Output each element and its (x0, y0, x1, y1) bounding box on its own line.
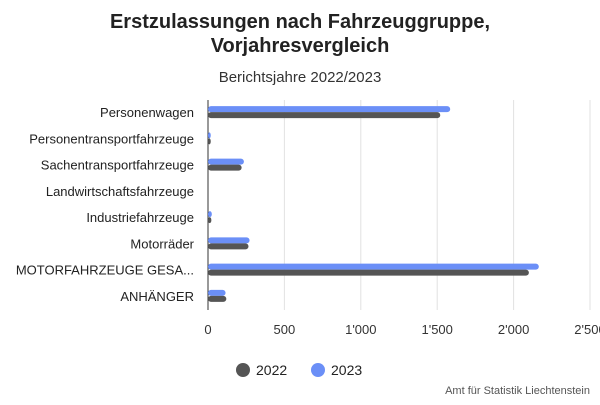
y-category-label: Landwirtschaftsfahrzeuge (46, 184, 194, 199)
legend: 2022 2023 (236, 362, 362, 378)
x-tick-label: 1'500 (421, 322, 452, 337)
labels-layer: 0 500 1'000 1'500 2'000 2'500 Personenwagen Per… (16, 105, 600, 337)
x-tick-label: 2'000 (498, 322, 529, 337)
source-credit: Amt für Statistik Liechtenstein (445, 385, 590, 397)
bar-2022 (208, 295, 227, 302)
bar-2023 (208, 211, 212, 218)
y-category-label: Sachentransportfahrzeuge (41, 158, 194, 173)
grid-layer (207, 100, 591, 310)
bar-2022 (208, 243, 249, 250)
y-category-label: Industriefahrzeuge (86, 210, 194, 225)
y-category-label: Motorräder (130, 236, 194, 251)
legend-label-2023: 2023 (331, 362, 362, 378)
x-tick-label: 500 (274, 322, 296, 337)
y-category-label: MOTORFAHRZEUGE GESA... (16, 263, 194, 278)
bar-2023 (208, 237, 250, 244)
legend-marker-2023 (311, 363, 325, 377)
bar-2022 (208, 269, 529, 276)
bar-2022 (208, 164, 242, 171)
bar-2022 (208, 138, 211, 145)
bar-2023 (208, 132, 211, 139)
bar-2023 (208, 263, 539, 270)
y-category-label: ANHÄNGER (120, 289, 194, 304)
bar-2023 (208, 106, 451, 113)
x-tick-label: 0 (204, 322, 211, 337)
y-category-label: Personentransportfahrzeuge (29, 131, 194, 146)
bar-2022 (208, 217, 212, 224)
bar-2022 (208, 112, 441, 119)
bar-2023 (208, 158, 244, 165)
x-tick-label: 1'000 (345, 322, 376, 337)
bars-layer (208, 106, 539, 302)
y-category-label: Personenwagen (100, 105, 194, 120)
legend-marker-2022 (236, 363, 250, 377)
chart-title-line-2: Vorjahresvergleich (211, 35, 390, 57)
chart-subtitle: Berichtsjahre 2022/2023 (219, 69, 382, 86)
bar-2023 (208, 289, 226, 296)
x-tick-label: 2'500 (574, 322, 600, 337)
chart-title-line-1: Erstzulassungen nach Fahrzeuggruppe, (110, 11, 490, 33)
legend-label-2022: 2022 (256, 362, 287, 378)
